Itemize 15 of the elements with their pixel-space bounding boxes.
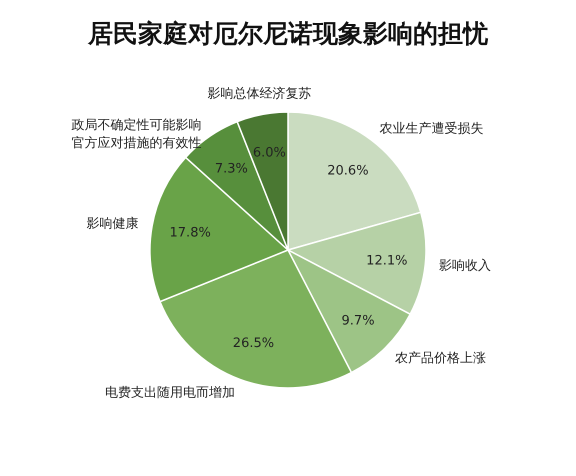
slice-label: 影响收入	[439, 258, 492, 274]
slice-label: 农产品价格上涨	[395, 350, 486, 366]
slice-label: 影响总体经济复苏	[208, 86, 312, 102]
data-label: 26.5%	[232, 336, 274, 352]
data-label: 20.6%	[327, 164, 369, 179]
slice-label: 政局不确定性可能影响官方应对措施的有效性	[71, 118, 202, 152]
data-label: 12.1%	[366, 253, 408, 268]
data-label: 7.3%	[214, 161, 248, 176]
data-label: 6.0%	[252, 145, 286, 160]
chart-title: 居民家庭对厄尔尼诺现象影响的担忧	[87, 19, 489, 48]
slice-label: 影响健康	[86, 216, 138, 232]
data-label: 17.8%	[170, 226, 211, 241]
slice-label: 农业生产遭受损失	[380, 122, 484, 137]
slice-label: 电费支出随用电而增加	[105, 386, 236, 401]
data-label: 9.7%	[342, 313, 375, 328]
